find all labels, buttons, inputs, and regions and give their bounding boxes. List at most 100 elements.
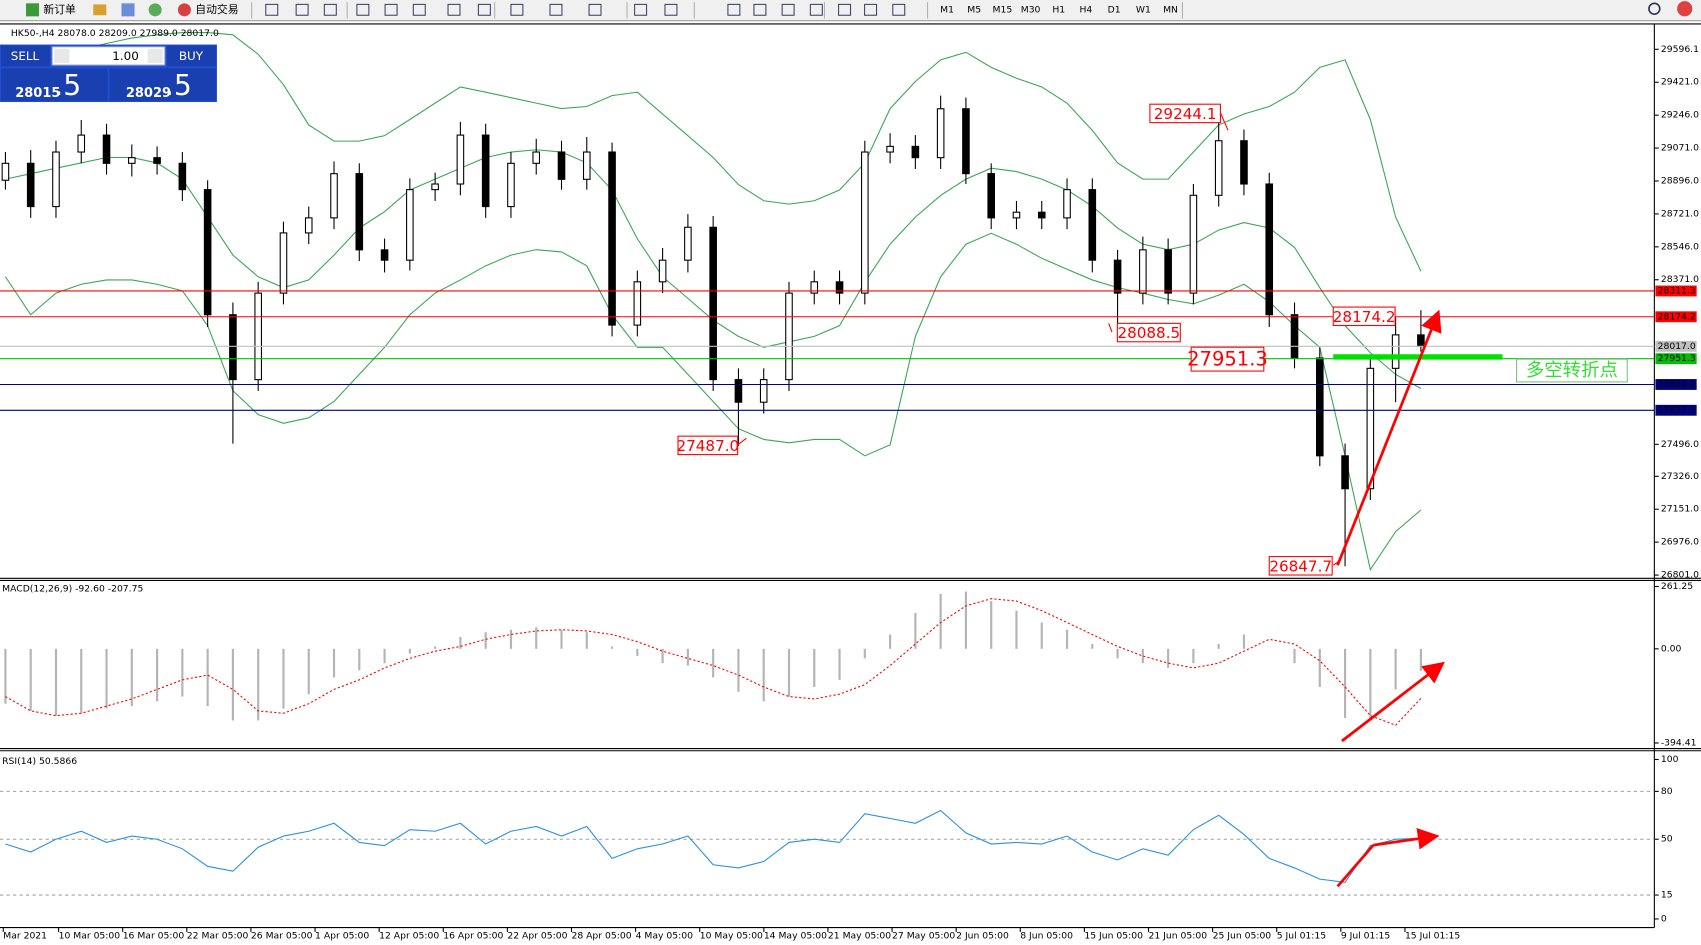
price-level-label: 28311.3 — [1658, 285, 1696, 296]
macd-bar — [29, 648, 32, 711]
candle-body — [456, 134, 465, 185]
candle-body — [658, 259, 667, 283]
candle-body — [734, 379, 743, 403]
toolbar-icon[interactable] — [634, 3, 648, 16]
toolbar-icon[interactable] — [809, 3, 823, 16]
sell-price[interactable]: 28015 — [15, 86, 60, 101]
macd-bar — [358, 648, 361, 671]
toolbar-icon[interactable] — [864, 3, 878, 16]
sell-button[interactable] — [1, 45, 50, 67]
annotation-connector — [1108, 323, 1113, 333]
new-order-button[interactable]: 新订单 — [43, 2, 76, 16]
x-tick-label: 16 Mar 05:00 — [123, 931, 185, 942]
buy-button[interactable] — [167, 45, 216, 67]
x-tick-label: Mar 2021 — [3, 931, 47, 942]
y-tick-label: 80 — [1661, 786, 1673, 797]
macd-bar — [1369, 648, 1372, 721]
timeframe-button[interactable]: MN — [1163, 4, 1178, 15]
candle-body — [229, 314, 237, 381]
candle-body — [987, 173, 995, 219]
timeframe-button[interactable]: H4 — [1080, 4, 1093, 15]
pivot-label-box — [1516, 358, 1628, 383]
auto-trading-icon[interactable] — [177, 3, 191, 17]
timeframe-button[interactable]: M30 — [1021, 4, 1041, 15]
toolbar-icon[interactable] — [781, 3, 795, 16]
toolbar-icon[interactable] — [753, 3, 767, 16]
toolbar-icon[interactable] — [356, 3, 370, 16]
price-level-label: 27951.3 — [1658, 353, 1696, 364]
toolbar-icon[interactable] — [295, 3, 309, 16]
toolbar-icon[interactable] — [588, 3, 602, 16]
timeframe-button[interactable]: D1 — [1108, 4, 1121, 15]
toolbar-icon[interactable] — [892, 3, 906, 16]
new-order-icon[interactable] — [26, 3, 40, 17]
toolbar-icon[interactable] — [412, 3, 426, 16]
rsi-title: RSI(14) 50.5866 — [2, 756, 77, 767]
timeframe-button[interactable]: H1 — [1052, 4, 1065, 15]
macd-bar — [1015, 610, 1018, 649]
macd-bar — [762, 648, 765, 702]
macd-bar — [282, 648, 285, 709]
candle-body — [785, 292, 793, 381]
lot-up[interactable] — [147, 48, 163, 63]
price-annotation-box — [1268, 556, 1333, 576]
toolbar-icon[interactable] — [323, 3, 337, 16]
toolbar-icon[interactable] — [838, 3, 852, 16]
lot-value[interactable]: 1.00 — [112, 49, 139, 63]
price-level-label: 28017.0 — [1658, 341, 1696, 352]
price-level-label: 28174.2 — [1658, 311, 1696, 322]
toolbar-icon[interactable] — [148, 3, 162, 17]
macd-bar — [105, 648, 108, 709]
candle-body — [1, 162, 10, 181]
candle-body — [1265, 183, 1274, 316]
macd-bar — [1091, 644, 1094, 649]
macd-bar — [585, 632, 588, 649]
toolbar-icon[interactable] — [121, 3, 135, 17]
notification-badge[interactable] — [1677, 1, 1693, 17]
toolbar-icon[interactable] — [384, 3, 398, 16]
candle-body — [1240, 140, 1248, 185]
price-annotation: 27951.3 — [1187, 348, 1268, 371]
price-level-tag — [1655, 353, 1697, 365]
timeframe-button[interactable]: M1 — [940, 4, 954, 15]
buy-price-box[interactable] — [109, 68, 216, 101]
candle-body — [911, 145, 920, 159]
toolbar-icon[interactable] — [549, 3, 563, 16]
trend-arrow — [1373, 828, 1440, 850]
candle-body — [178, 162, 187, 191]
timeframe-button[interactable]: M15 — [993, 4, 1013, 15]
candle-body — [26, 162, 35, 208]
macd-bar — [661, 648, 664, 664]
macd-bar — [636, 648, 639, 656]
sell-fraction[interactable]: .5 — [54, 69, 81, 102]
sell-price-box[interactable] — [1, 68, 108, 101]
toolbar-icon[interactable] — [447, 3, 461, 16]
toolbar-icon[interactable] — [93, 4, 107, 16]
auto-trading-button[interactable]: 自动交易 — [195, 2, 238, 16]
candle-body — [709, 226, 717, 381]
toolbar-icon[interactable] — [265, 3, 279, 16]
candle-body — [532, 151, 541, 164]
y-tick-label: 29071.0 — [1661, 143, 1699, 154]
buy-price[interactable]: 28029 — [126, 86, 171, 101]
search-icon[interactable] — [1648, 2, 1661, 15]
y-tick-label: 29246.0 — [1661, 110, 1699, 121]
timeframe-button[interactable]: M5 — [967, 4, 981, 15]
lot-input[interactable] — [51, 46, 166, 66]
candle-body — [1417, 334, 1425, 347]
candle-body — [1113, 259, 1122, 294]
x-tick-label: 15 Jul 01:15 — [1405, 931, 1460, 942]
toolbar-icon[interactable] — [664, 3, 678, 16]
timeframe-button[interactable]: W1 — [1136, 4, 1151, 15]
buy-label[interactable]: BUY — [179, 49, 204, 63]
toolbar-icon[interactable] — [477, 3, 491, 16]
macd-signal — [5, 598, 1422, 726]
buy-fraction[interactable]: .5 — [165, 69, 192, 102]
toolbar-icon[interactable] — [727, 3, 741, 16]
lot-down[interactable] — [54, 48, 70, 63]
x-tick-label: 12 Apr 05:00 — [379, 931, 439, 942]
annotation-connector — [737, 437, 747, 446]
toolbar-icon[interactable] — [510, 3, 524, 16]
price-panel — [0, 32, 1655, 571]
sell-label[interactable]: SELL — [11, 49, 40, 63]
